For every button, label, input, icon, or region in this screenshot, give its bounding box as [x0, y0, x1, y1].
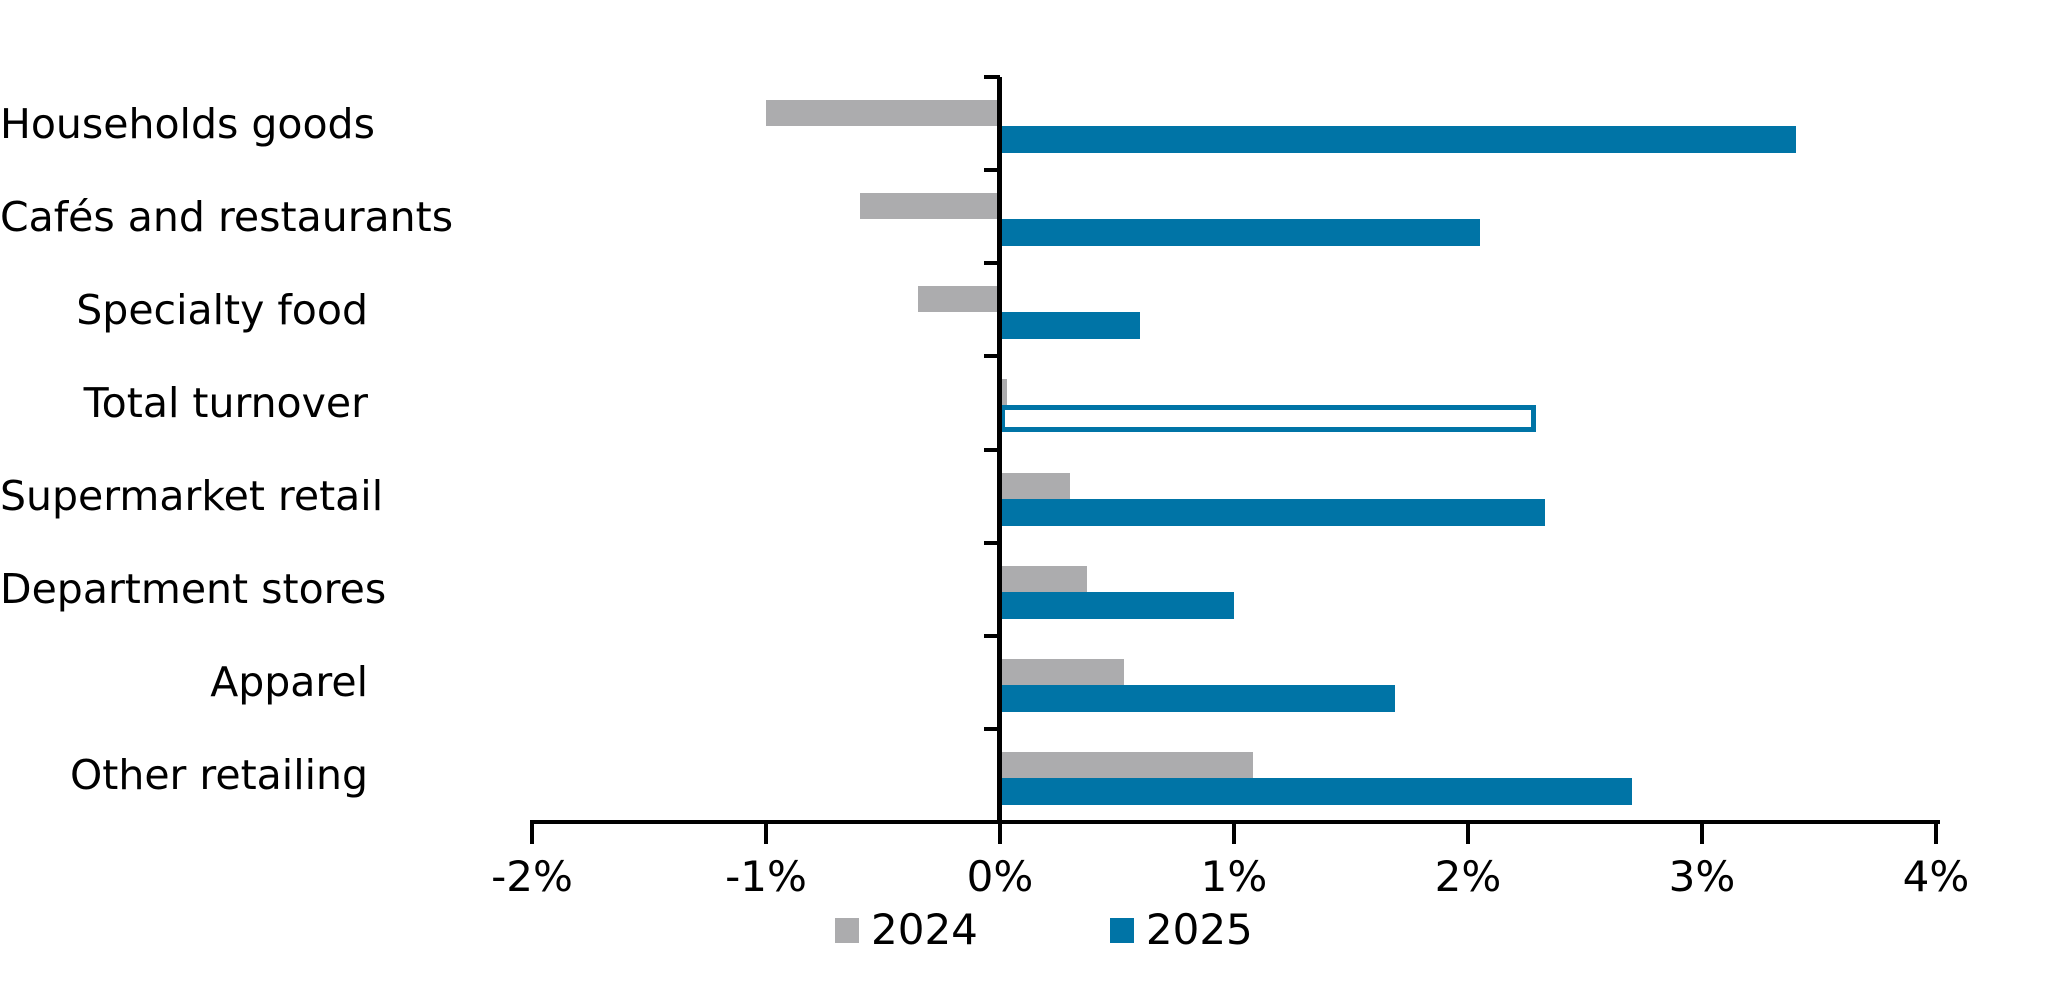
- bar-2024: [1000, 379, 1008, 406]
- x-axis-tick: [998, 820, 1002, 844]
- y-axis: [997, 77, 1002, 824]
- x-axis-tick-label: 0%: [966, 852, 1034, 901]
- bar-2025: [1000, 777, 1632, 805]
- bar-2024: [918, 286, 1000, 313]
- x-axis-tick-label: 2%: [1434, 852, 1502, 901]
- x-axis-tick-label: 1%: [1200, 852, 1268, 901]
- bar-2025: [1000, 405, 1536, 433]
- legend-label-2025: 2025: [1145, 905, 1253, 954]
- y-axis-tick: [984, 540, 1000, 545]
- x-axis-tick: [530, 820, 534, 844]
- category-label: Cafés and restaurants: [0, 192, 454, 241]
- y-axis-tick: [984, 633, 1000, 638]
- bar-2024: [859, 193, 1000, 220]
- y-axis-tick: [984, 168, 1000, 173]
- y-axis-tick: [984, 726, 1000, 731]
- bar-2025: [1000, 591, 1234, 619]
- bar-2024: [766, 100, 1000, 126]
- legend-swatch-2025: [1109, 917, 1134, 943]
- x-axis-tick-label: 3%: [1668, 852, 1736, 901]
- x-axis-tick-label: -1%: [725, 852, 807, 901]
- x-axis-tick: [1934, 820, 1938, 844]
- bar-2025: [1000, 498, 1546, 526]
- x-axis-tick: [1232, 820, 1236, 844]
- bar-2025: [1000, 312, 1141, 340]
- legend: 2024 2025: [835, 903, 1253, 957]
- legend-item-2025: 2025: [1109, 905, 1253, 954]
- bar-2024: [1000, 658, 1125, 685]
- bar-2024: [1000, 472, 1071, 499]
- x-axis-tick: [1700, 820, 1704, 844]
- y-axis-tick: [984, 447, 1000, 452]
- y-axis-tick: [984, 261, 1000, 266]
- legend-swatch-2024: [835, 917, 859, 943]
- category-label: Total turnover: [83, 378, 368, 427]
- bar-2024: [1000, 751, 1253, 778]
- x-axis-tick-label: 4%: [1902, 852, 1970, 901]
- x-axis-tick: [1466, 820, 1470, 844]
- bar-2024: [1000, 565, 1087, 592]
- x-axis-tick: [764, 820, 768, 844]
- category-label: Households goods: [0, 99, 375, 148]
- y-axis-tick: [984, 354, 1000, 359]
- y-axis-tick: [984, 75, 1000, 79]
- category-label: Department stores: [0, 565, 387, 614]
- bar-2025: [1000, 126, 1796, 153]
- category-label: Supermarket retail: [0, 472, 384, 521]
- category-label: Apparel: [210, 658, 368, 707]
- category-label: Specialty food: [76, 285, 368, 334]
- category-label: Other retailing: [69, 751, 368, 800]
- legend-item-2024: 2024: [835, 909, 978, 951]
- x-axis-tick-label: -2%: [491, 852, 573, 901]
- x-axis: [530, 820, 1940, 824]
- bar-2025: [1000, 684, 1396, 712]
- legend-label-2024: 2024: [871, 905, 978, 954]
- bar-2025: [1000, 219, 1480, 247]
